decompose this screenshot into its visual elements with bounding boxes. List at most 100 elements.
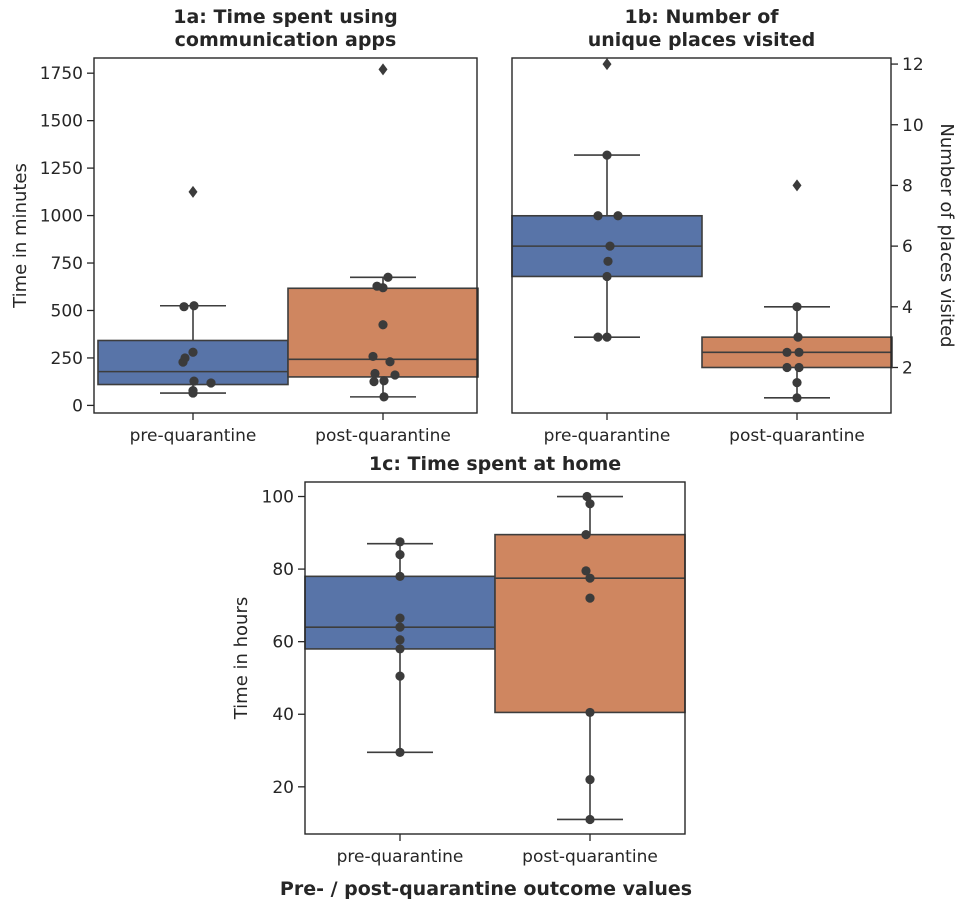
data-point [189,376,199,386]
data-point [613,211,623,221]
data-point [372,281,382,291]
data-point [794,347,804,357]
y-tick-label: 40 [272,705,294,725]
data-point [180,353,190,363]
outlier-marker [378,63,388,76]
data-point [385,357,395,367]
y-tick-label: 500 [51,301,83,321]
data-point [395,644,405,654]
data-point [206,378,216,388]
data-point [792,302,802,312]
data-point [582,491,592,502]
outlier-marker [792,179,802,192]
data-point [581,566,591,576]
plot-frame [93,57,478,414]
panel-title: unique places visited [588,29,816,51]
data-point [585,774,595,785]
x-tick-label: post-quarantine [729,426,865,446]
data-point [189,301,199,311]
panel-title: 1b: Number of [624,6,779,28]
figure-xlabel: Pre- / post-quarantine outcome values [280,878,692,900]
data-point [782,347,792,357]
data-point [585,707,595,718]
y-tick-label: 10 [902,116,924,136]
data-point [585,499,595,509]
y-tick-label: 1500 [40,112,83,132]
data-point [395,549,405,560]
y-tick-label: 1250 [40,159,83,179]
box-1c-post [494,495,686,821]
data-point [395,622,405,632]
box-body [287,287,479,378]
box-1a-post [287,63,479,398]
data-point [395,635,405,645]
y-tick-label: 750 [51,254,83,274]
data-point [370,368,380,379]
y-tick-label: 250 [51,349,83,369]
y-tick-label: 20 [272,778,294,798]
data-point [602,332,612,342]
data-point [605,241,615,251]
data-point [602,271,612,282]
box-1a-pre [97,185,289,394]
data-point [602,150,612,160]
data-point [792,378,802,388]
data-point [593,211,603,221]
data-point [395,571,405,581]
x-tick-label: post-quarantine [315,426,451,446]
panel-title: 1c: Time spent at home [369,453,621,475]
plot-frame [304,481,686,835]
plot-frame [511,57,892,414]
panel-title: communication apps [175,29,397,51]
data-point [593,332,603,342]
outlier-marker [188,185,198,198]
x-tick-label: pre-quarantine [544,426,671,446]
data-point [378,320,388,330]
y-tick-label: 0 [72,396,83,416]
y-axis-label: Number of places visited [936,123,955,347]
data-point [792,393,802,403]
data-point [379,376,389,386]
outlier-marker [602,58,612,71]
data-point [581,530,591,540]
data-point [368,351,378,362]
y-axis-label: Time in minutes [10,163,31,309]
data-point [585,593,595,603]
data-point [794,362,804,373]
y-tick-label: 100 [262,488,294,508]
data-point [369,377,379,387]
data-point [585,573,595,583]
data-point [603,256,613,266]
box-1b-pre [511,58,703,338]
panel-title: 1a: Time spent using [173,6,398,28]
x-tick-label: post-quarantine [522,847,658,867]
y-tick-label: 6 [902,237,913,257]
y-tick-label: 60 [272,633,294,653]
data-point [179,302,189,312]
data-point [390,370,400,380]
x-tick-label: pre-quarantine [337,847,464,867]
x-tick-label: pre-quarantine [130,426,257,446]
y-tick-label: 1750 [40,64,83,84]
data-point [395,671,405,681]
data-point [395,613,405,623]
y-tick-label: 8 [902,176,913,196]
data-point [585,814,595,825]
data-point [782,362,792,373]
data-point [379,392,389,402]
data-point [188,347,198,357]
y-tick-label: 1000 [40,207,83,227]
data-point [395,747,405,757]
data-point [383,272,393,282]
data-point [793,332,803,342]
y-tick-label: 12 [902,55,924,75]
y-tick-label: 80 [272,560,294,580]
y-tick-label: 2 [902,358,913,378]
y-tick-label: 4 [902,298,913,318]
panel-1c: 1c: Time spent at home 20 40 60 80 100 Time in… [231,453,686,867]
data-point [188,385,198,396]
box-body [494,533,686,714]
